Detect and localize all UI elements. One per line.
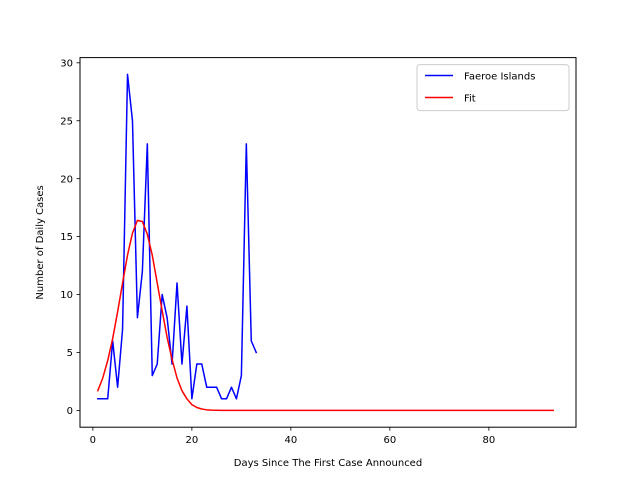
y-tick-label: 25	[60, 116, 73, 127]
y-tick-label: 0	[67, 406, 73, 417]
y-axis: 0 5 10 15 20 25 30	[60, 58, 80, 417]
y-axis-label: Number of Daily Cases	[35, 185, 46, 299]
x-tick-label: 60	[384, 435, 397, 446]
legend-label-faeroe-islands: Faeroe Islands	[464, 72, 535, 83]
y-tick-label: 10	[60, 290, 73, 301]
series-line-fit	[96, 219, 554, 412]
x-tick-label: 20	[186, 435, 199, 446]
legend-label-fit: Fit	[464, 94, 476, 105]
axes-frame	[79, 57, 577, 428]
y-tick-label: 5	[67, 348, 73, 359]
legend-box	[416, 64, 570, 112]
x-tick-label: 40	[285, 435, 298, 446]
x-tick-label: 0	[90, 435, 96, 446]
series-line-faeroe-islands	[97, 73, 258, 400]
y-tick-label: 15	[60, 232, 73, 243]
y-tick-label: 20	[60, 174, 73, 185]
x-axis: 0 20 40 60 80	[90, 427, 496, 446]
x-tick-label: 80	[483, 435, 496, 446]
plot-area	[96, 73, 554, 412]
legend: Faeroe Islands Fit	[416, 64, 570, 112]
y-tick-label: 30	[60, 58, 73, 69]
x-axis-label: Days Since The First Case Announced	[234, 458, 422, 469]
